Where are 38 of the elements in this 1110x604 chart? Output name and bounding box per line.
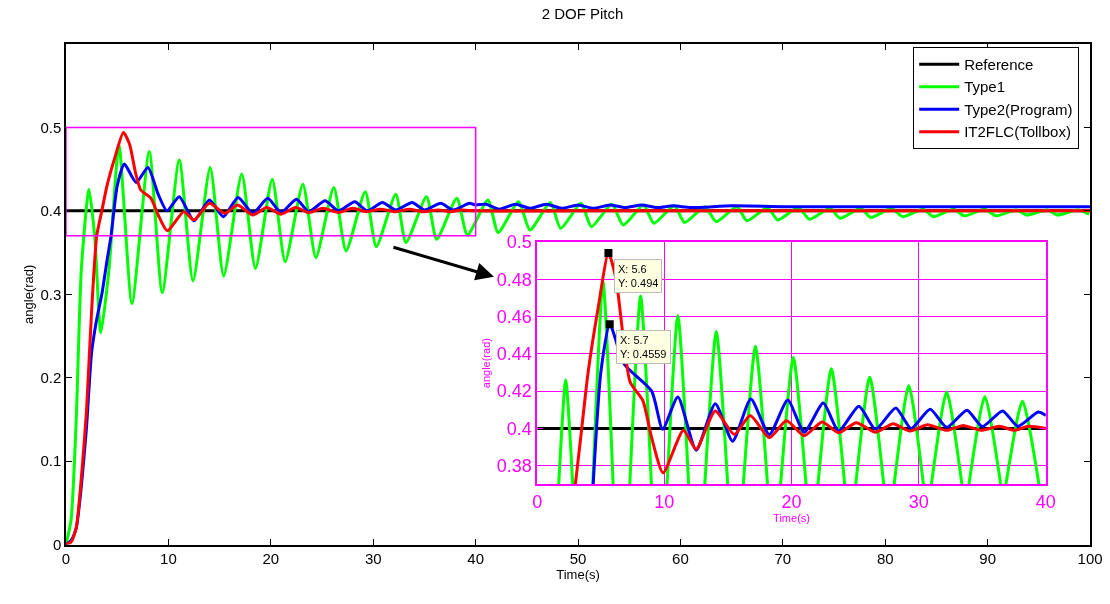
legend-label: Type2(Program) <box>964 100 1073 118</box>
y-tick-label: 0.5 <box>40 118 62 136</box>
x-axis-title: Time(s) <box>773 511 810 524</box>
chart-title: 2 DOF Pitch <box>541 5 624 23</box>
x-tick-label: 20 <box>262 550 280 568</box>
y-tick-label: 0.42 <box>496 381 532 402</box>
y-tick-label: 0.3 <box>40 285 62 303</box>
x-tick-label: 90 <box>979 550 997 568</box>
x-axis-title: Time(s) <box>556 567 600 583</box>
x-tick-label: 40 <box>1035 491 1056 512</box>
x-tick-label: 50 <box>569 550 587 568</box>
x-tick-label: 20 <box>781 491 802 512</box>
x-tick-label: 60 <box>672 550 689 568</box>
y-tick-label: 0.46 <box>496 306 532 327</box>
y-tick-label: 0 <box>52 535 62 553</box>
y-tick-label: 0.4 <box>40 202 62 220</box>
legend-label: Type1 <box>964 78 1006 96</box>
y-tick-label: 0.48 <box>496 269 532 290</box>
x-tick-label: 10 <box>654 491 675 512</box>
x-tick-label: 10 <box>160 550 177 568</box>
y-axis-title: angle(rad) <box>20 264 36 324</box>
y-tick-label: 0.5 <box>506 232 532 253</box>
annotation: X: 5.6 Y: 0.494 <box>618 263 659 290</box>
y-tick-label: 0.1 <box>40 452 62 470</box>
legend-label: Reference <box>964 55 1034 73</box>
x-tick-label: 100 <box>1077 550 1103 568</box>
x-tick-label: 30 <box>364 550 382 568</box>
y-axis-title: angle(rad) <box>479 338 492 389</box>
y-tick-label: 0.2 <box>40 368 62 386</box>
x-tick-label: 80 <box>876 550 894 568</box>
y-tick-label: 0.44 <box>496 344 532 365</box>
annotation: X: 5.7 Y: 0.4559 <box>620 334 667 361</box>
legend-label: IT2FLC(Tollbox) <box>964 123 1071 141</box>
x-tick-label: 30 <box>908 491 929 512</box>
x-tick-label: 70 <box>774 550 792 568</box>
y-tick-label: 0.38 <box>496 456 532 477</box>
y-tick-label: 0.4 <box>506 418 532 439</box>
x-tick-label: 40 <box>467 550 484 568</box>
